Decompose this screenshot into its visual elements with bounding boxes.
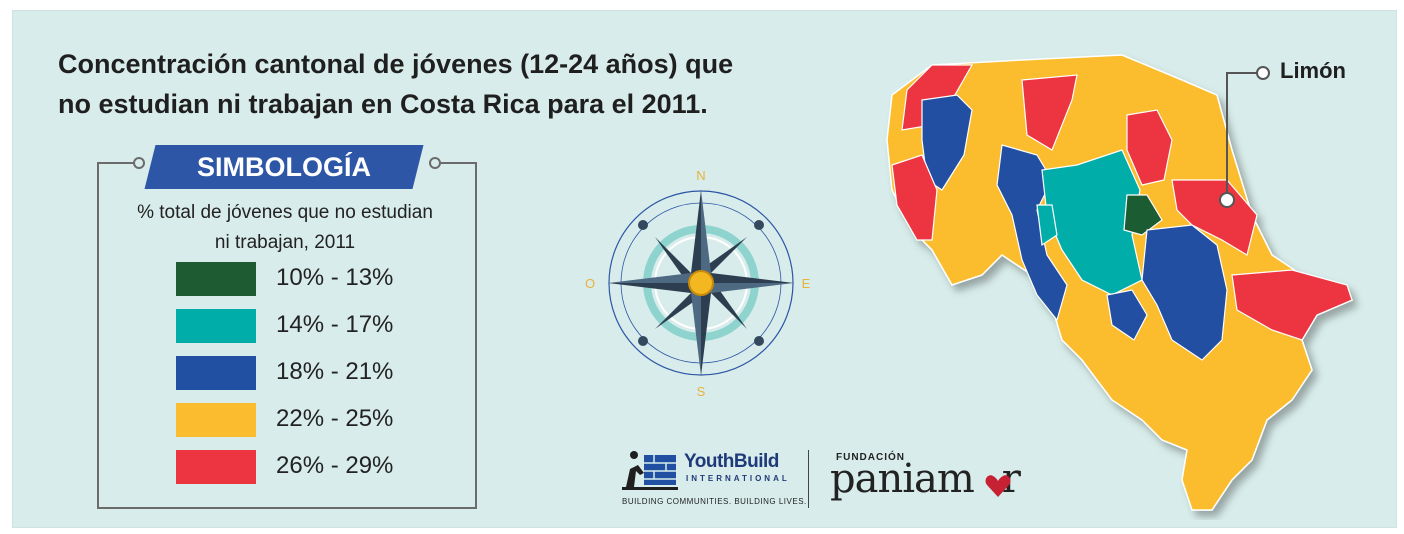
costa-rica-map — [886, 54, 1354, 511]
map-region — [1231, 269, 1353, 341]
map-region — [1171, 179, 1258, 256]
youthbuild-tagline: BUILDING COMMUNITIES. BUILDING LIVES. — [622, 497, 807, 506]
legend-swatch — [176, 450, 256, 484]
paniamor-foundation-label: FUNDACIÓN — [836, 452, 905, 463]
map-region — [1021, 74, 1078, 151]
page-title: Concentración cantonal de jóvenes (12-24… — [58, 49, 734, 119]
legend-swatch — [176, 309, 256, 343]
legend-label: 14% - 17% — [276, 311, 394, 338]
youthbuild-name: YouthBuild — [684, 451, 779, 472]
legend-label: 10% - 13% — [276, 264, 394, 291]
legend-frame — [97, 157, 477, 509]
paniamor-name: paniam r — [830, 456, 1021, 502]
legend-label: 18% - 21% — [276, 358, 394, 385]
compass-west-label: O — [585, 276, 595, 291]
map-callout-marker — [1219, 192, 1235, 208]
compass-south-label: S — [697, 384, 706, 399]
logo-divider — [808, 450, 809, 508]
legend-swatch — [176, 403, 256, 437]
compass-north-label: N — [696, 168, 705, 183]
map-region — [1036, 204, 1058, 247]
map-region — [891, 154, 938, 241]
compass-rose-icon: N S E O — [585, 168, 811, 399]
map-region — [921, 94, 973, 191]
youthbuild-logo-icon — [622, 451, 678, 490]
map-region — [1123, 194, 1163, 236]
legend-swatch — [176, 356, 256, 390]
map-region — [1141, 224, 1228, 361]
legend-description: % total de jóvenes que no estudian ni tr… — [137, 202, 433, 253]
youthbuild-subtitle: INTERNATIONAL — [686, 474, 790, 483]
legend-label: 26% - 29% — [276, 452, 394, 479]
legend-label: 22% - 25% — [276, 405, 394, 432]
legend-frame-dot-right — [429, 157, 441, 169]
map-callout-label: Limón — [1280, 58, 1346, 83]
map-region — [1126, 109, 1173, 186]
legend-swatch — [176, 262, 256, 296]
heart-icon — [985, 475, 1011, 497]
compass-east-label: E — [802, 276, 811, 291]
map-region — [1106, 289, 1148, 341]
legend-frame-dot-left — [133, 157, 145, 169]
legend-heading: SIMBOLOGÍA — [197, 152, 371, 182]
